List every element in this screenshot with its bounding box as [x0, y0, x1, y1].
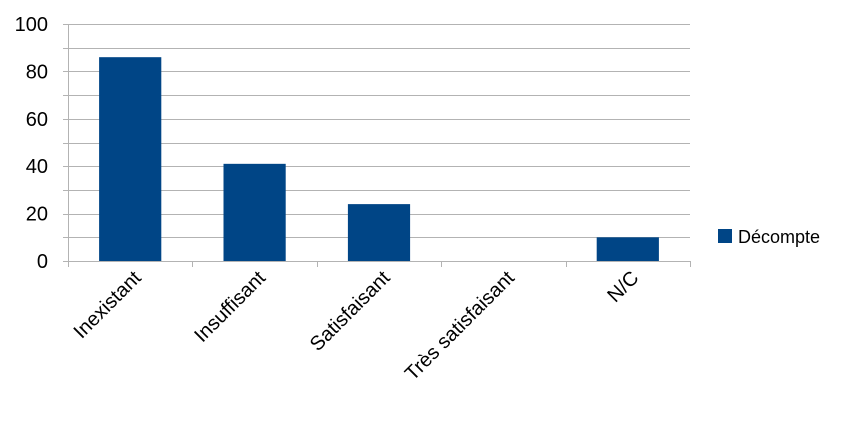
axes [63, 24, 691, 267]
legend: Décompte [718, 227, 820, 247]
legend-label: Décompte [738, 227, 820, 247]
bar-satisfaisant [347, 204, 411, 261]
y-tick-label: 80 [26, 61, 48, 83]
y-tick-label: 20 [26, 204, 48, 226]
y-tick-label: 60 [26, 109, 48, 131]
y-tick-label: 40 [26, 156, 48, 178]
y-tick-label: 0 [37, 251, 48, 273]
bar-n-c [596, 237, 659, 261]
x-category-label: Insuffisant [190, 267, 270, 347]
x-category-label: Satisfaisant [306, 267, 395, 356]
x-category-label: Très satisfaisant [401, 267, 519, 385]
legend-swatch [718, 229, 732, 243]
bar-insuffisant [223, 163, 286, 261]
grid-lines [68, 24, 690, 238]
x-category-label: Inexistant [70, 267, 146, 343]
bar-inexistant [99, 57, 162, 262]
y-tick-label: 100 [15, 14, 48, 36]
x-axis-category-labels: Inexistant Insuffisant Satisfaisant Très sa… [70, 267, 644, 385]
x-category-label: N/C [603, 267, 643, 307]
y-axis-tick-labels: 0 20 40 60 80 100 [15, 14, 48, 273]
bars [99, 57, 659, 262]
